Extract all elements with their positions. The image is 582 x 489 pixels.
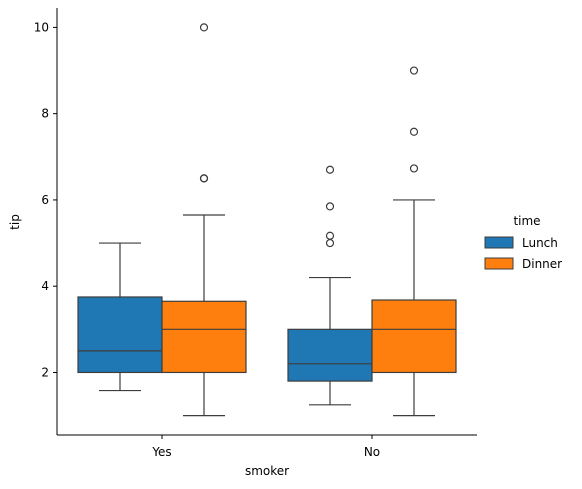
outlier-point	[199, 174, 209, 183]
legend-label-lunch: Lunch	[522, 236, 558, 250]
outlier-point	[409, 66, 419, 75]
outlier-point	[325, 231, 335, 240]
outlier-point	[325, 238, 335, 248]
y-tick-label: 8	[41, 107, 49, 121]
box-dinner-yes	[161, 23, 247, 417]
iqr-box	[371, 299, 457, 374]
y-tick-label: 10	[34, 20, 49, 34]
x-axis-label: smoker	[245, 464, 289, 478]
legend-label-dinner: Dinner	[522, 257, 562, 271]
legend-title: time	[513, 214, 540, 228]
iqr-box	[161, 300, 247, 374]
x-tick-label: No	[364, 445, 380, 459]
y-tick-label: 2	[41, 365, 49, 379]
plot-area	[77, 23, 457, 417]
legend: time Lunch Dinner	[484, 214, 562, 271]
outlier-point	[325, 202, 335, 211]
y-axis-label: tip	[8, 214, 22, 230]
outlier-point	[409, 164, 419, 173]
legend-swatch-lunch	[484, 236, 514, 249]
x-tick-label: Yes	[151, 445, 171, 459]
y-tick-label: 6	[41, 193, 49, 207]
box-lunch-yes	[77, 242, 163, 392]
iqr-box	[287, 328, 373, 382]
outlier-point	[409, 127, 419, 136]
box-dinner-no	[371, 66, 457, 417]
axes: 2 4 6 8 10 Yes No	[34, 8, 477, 459]
outlier-point	[325, 165, 335, 174]
y-tick-label: 4	[41, 279, 49, 293]
legend-swatch-dinner	[484, 257, 514, 270]
outlier-point	[199, 23, 209, 32]
iqr-box	[77, 296, 163, 374]
box-lunch-no	[287, 165, 373, 406]
